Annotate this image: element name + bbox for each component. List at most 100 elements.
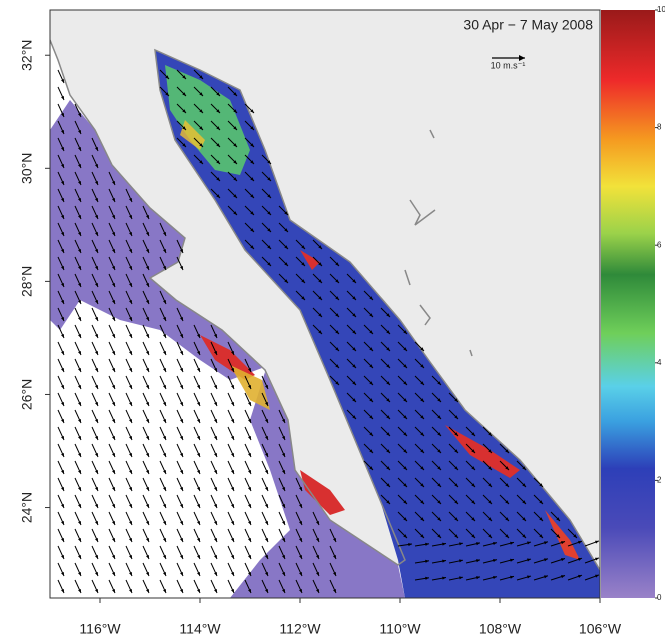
wind-arrow-head xyxy=(180,385,183,389)
wind-arrow-head xyxy=(112,266,115,270)
wind-arrow-head xyxy=(437,500,441,504)
wind-arrow-head xyxy=(180,572,183,576)
wind-arrow-head xyxy=(233,194,237,198)
wind-arrow-head xyxy=(403,534,407,538)
wind-arrow-head xyxy=(454,534,458,538)
wind-arrow-head xyxy=(112,436,115,440)
wind-arrow-head xyxy=(561,541,565,545)
wind-arrow-head xyxy=(95,266,98,270)
gulf-chl xyxy=(165,65,250,175)
wind-arrow-head xyxy=(197,385,200,389)
wind-arrow-head xyxy=(146,538,149,542)
wind-arrow-head xyxy=(61,555,64,559)
wind-arrow-head xyxy=(476,559,480,563)
wind-arrow-head xyxy=(403,347,407,351)
wind-arrow-head xyxy=(182,92,186,96)
wind-arrow-head xyxy=(112,198,115,202)
wind-arrow-head xyxy=(284,262,288,266)
wind-arrow-head xyxy=(459,542,463,546)
wind-arrow-head xyxy=(216,92,220,96)
wind-arrow-head xyxy=(318,245,322,249)
wind-arrow-head xyxy=(505,517,509,521)
wind-arrow-head xyxy=(493,541,497,545)
wind-arrow-head xyxy=(163,351,166,355)
wind-arrow-head xyxy=(163,504,166,508)
wind-arrow-head xyxy=(216,194,220,198)
wind-arrow-head xyxy=(578,557,582,561)
wind-arrow-head xyxy=(78,402,81,406)
wind-arrow-head xyxy=(165,92,169,96)
wind-arrow-head xyxy=(488,500,492,504)
wind-arrow-head xyxy=(231,538,234,542)
wind-arrow-head xyxy=(522,534,526,538)
wind-arrow-head xyxy=(163,589,166,593)
wind-arrow-head xyxy=(112,232,115,236)
scale-arrow-head xyxy=(519,55,525,61)
wind-arrow-head xyxy=(233,92,237,96)
wind-arrow-head xyxy=(267,245,271,249)
wind-arrow-head xyxy=(112,470,115,474)
wind-arrow-head xyxy=(129,232,132,236)
wind-arrow-head xyxy=(284,228,288,232)
wind-arrow-head xyxy=(442,559,446,563)
wind-arrow-head xyxy=(129,300,132,304)
wind-arrow-head xyxy=(112,283,115,287)
wind-arrow-head xyxy=(182,75,186,79)
wind-arrow-head xyxy=(420,364,424,368)
wind-arrow-head xyxy=(386,483,390,487)
wind-arrow-head xyxy=(129,436,132,440)
wind-arrow-head xyxy=(369,330,373,334)
colorbar-tick-label: 0 xyxy=(657,593,662,602)
wind-arrow-head xyxy=(437,517,441,521)
wind-arrow-head xyxy=(299,555,302,559)
wind-arrow-head xyxy=(231,521,234,525)
wind-arrow-head xyxy=(95,453,98,457)
colorbar-tick-label: 2 xyxy=(657,476,662,485)
x-tick-label: 116°W xyxy=(79,621,121,637)
wind-arrow-head xyxy=(61,419,64,423)
wind-arrow-head xyxy=(369,296,373,300)
wind-arrow-head xyxy=(505,449,509,453)
wind-arrow-head xyxy=(595,557,599,561)
wind-arrow-head xyxy=(129,521,132,525)
wind-arrow-head xyxy=(573,534,577,538)
wind-arrow-head xyxy=(248,572,251,576)
wind-arrow-head xyxy=(163,334,166,338)
wind-arrow-head xyxy=(233,160,237,164)
wind-arrow-head xyxy=(318,296,322,300)
wind-arrow-head xyxy=(180,521,183,525)
wind-arrow-head xyxy=(265,555,268,559)
wind-arrow-head xyxy=(78,385,81,389)
wind-arrow-head xyxy=(78,589,81,593)
gulf-chl xyxy=(200,335,255,380)
wind-arrow-head xyxy=(146,368,149,372)
wind-arrow-head xyxy=(522,466,526,470)
wind-arrow-head xyxy=(318,313,322,317)
pacific-chl xyxy=(50,100,262,380)
wind-arrow-head xyxy=(282,453,285,457)
wind-arrow-head xyxy=(214,521,217,525)
wind-arrow-head xyxy=(146,436,149,440)
wind-arrow-head xyxy=(78,368,81,372)
wind-arrow-head xyxy=(216,109,220,113)
wind-arrow-head xyxy=(386,415,390,419)
wind-arrow-head xyxy=(335,347,339,351)
wind-arrow-head xyxy=(95,436,98,440)
wind-arrow-head xyxy=(437,483,441,487)
wind-arrow-head xyxy=(180,555,183,559)
wind-arrow-head xyxy=(112,300,115,304)
wind-arrow-head xyxy=(284,211,288,215)
wind-arrow-head xyxy=(61,521,64,525)
wind-arrow-head xyxy=(146,589,149,593)
wind-arrow-head xyxy=(265,504,268,508)
wind-arrow-head xyxy=(316,538,319,542)
wind-arrow-head xyxy=(505,483,509,487)
wind-arrow-head xyxy=(129,453,132,457)
wind-arrow-head xyxy=(250,160,254,164)
wind-arrow-head xyxy=(214,555,217,559)
wind-arrow-head xyxy=(112,402,115,406)
wind-arrow-head xyxy=(403,330,407,334)
wind-arrow-head xyxy=(129,385,132,389)
wind-arrow-head xyxy=(352,347,356,351)
wind-arrow-head xyxy=(248,487,251,491)
